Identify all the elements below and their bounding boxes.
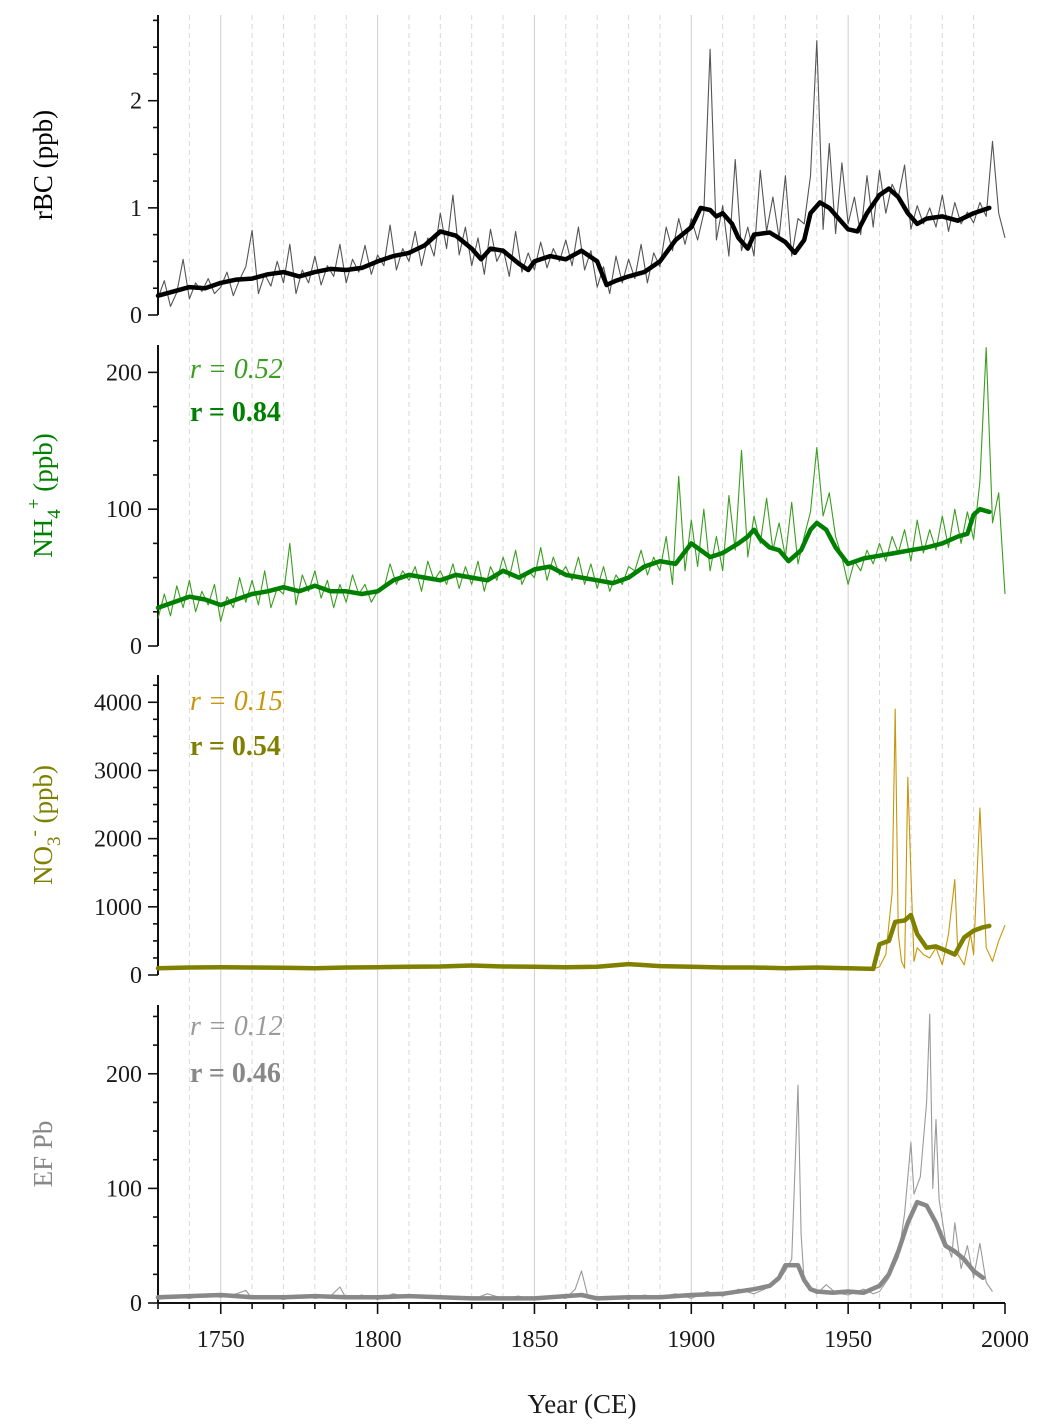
r-annual-label: r = 0.15 bbox=[190, 686, 283, 717]
panel-4: 0 100 200 EF Pb r = 0.12 r = 0.46 bbox=[28, 1005, 993, 1317]
y-axis-title: EF Pb bbox=[28, 1121, 58, 1188]
y-tick-label: 1000 bbox=[94, 895, 142, 921]
x-axis-title: Year (CE) bbox=[528, 1389, 637, 1419]
y-tick-label: 200 bbox=[106, 1062, 142, 1088]
y-tick-label: 0 bbox=[130, 303, 142, 329]
y-tick-label: 100 bbox=[106, 497, 142, 523]
vertical-gridlines bbox=[188, 15, 975, 1303]
y-tick-label: 4000 bbox=[94, 690, 142, 716]
y-tick-label: 2000 bbox=[94, 827, 142, 853]
y-tick-label: 0 bbox=[130, 1291, 142, 1317]
r-smoothed-label: r = 0.46 bbox=[190, 1058, 281, 1089]
smoothed-series-line bbox=[155, 506, 992, 610]
x-tick-label: 1900 bbox=[667, 1327, 715, 1353]
shared-x-axis: 1750 1800 1850 1900 1950 2000 bbox=[157, 1302, 1029, 1353]
smoothed-series-line bbox=[155, 912, 992, 972]
panel-1: 0 1 2 rBC (ppb) bbox=[28, 15, 1006, 329]
y-axis-title: NH4+ (ppb) bbox=[24, 433, 65, 557]
panel-3: 0 1000 2000 3000 4000 NO3- (ppb) r = 0.15 r = 0… bbox=[24, 675, 1006, 989]
y-tick-label: 0 bbox=[130, 963, 142, 989]
y-tick-label: 1 bbox=[130, 196, 142, 222]
y-axis-title: rBC (ppb) bbox=[28, 110, 58, 220]
r-smoothed-label: r = 0.54 bbox=[190, 731, 281, 762]
x-tick-label: 1950 bbox=[824, 1327, 872, 1353]
smoothed-series-line bbox=[155, 1199, 986, 1301]
annual-series-line bbox=[157, 1013, 993, 1301]
y-tick-label: 200 bbox=[106, 360, 142, 386]
annual-series-line bbox=[157, 40, 1006, 307]
annual-series-line bbox=[157, 708, 1006, 971]
x-tick-label: 1800 bbox=[354, 1327, 402, 1353]
x-tick-label: 2000 bbox=[981, 1327, 1029, 1353]
y-tick-label: 100 bbox=[106, 1176, 142, 1202]
y-tick-label: 2 bbox=[130, 89, 142, 115]
x-tick-label: 1850 bbox=[510, 1327, 558, 1353]
r-annual-label: r = 0.52 bbox=[190, 354, 283, 385]
annual-series-line bbox=[157, 347, 1006, 622]
y-tick-label: 3000 bbox=[94, 758, 142, 784]
panels: 0 1 2 rBC (ppb) 0 100 200 NH4+ (ppb) r = 0.52 r =… bbox=[24, 15, 1006, 1317]
y-tick-label: 0 bbox=[130, 634, 142, 660]
x-tick-label: 1750 bbox=[197, 1327, 245, 1353]
r-smoothed-label: r = 0.84 bbox=[190, 397, 281, 428]
y-axis-title: NO3- (ppb) bbox=[24, 765, 65, 885]
panel-2: 0 100 200 NH4+ (ppb) r = 0.52 r = 0.84 bbox=[24, 345, 1006, 660]
smoothed-series-line bbox=[155, 186, 992, 298]
r-annual-label: r = 0.12 bbox=[190, 1011, 283, 1042]
